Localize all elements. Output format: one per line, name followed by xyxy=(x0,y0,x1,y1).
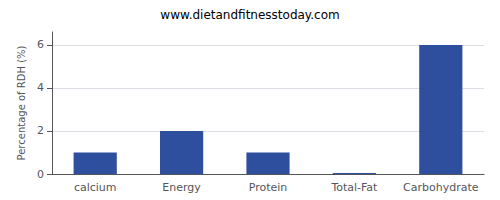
svg-text:0: 0 xyxy=(37,168,44,181)
svg-text:Protein: Protein xyxy=(249,181,288,194)
svg-text:www.dietandfitnesstoday.com: www.dietandfitnesstoday.com xyxy=(160,8,339,22)
svg-text:6: 6 xyxy=(37,38,44,51)
svg-text:Percentage of RDH (%): Percentage of RDH (%) xyxy=(16,45,27,160)
svg-text:Carbohydrate: Carbohydrate xyxy=(403,181,479,194)
svg-text:Energy: Energy xyxy=(162,181,201,194)
svg-text:calcium: calcium xyxy=(74,181,117,194)
svg-text:Total-Fat: Total-Fat xyxy=(330,181,378,194)
svg-text:4: 4 xyxy=(37,81,44,94)
svg-text:2: 2 xyxy=(37,124,44,137)
